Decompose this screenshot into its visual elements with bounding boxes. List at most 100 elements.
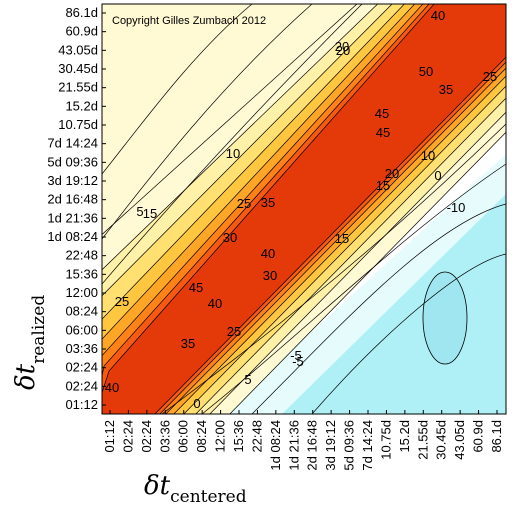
y-tick-label: 15:36 (65, 266, 98, 281)
contour-label: 15 (376, 178, 390, 193)
x-axis-ticks: 01:12 02:24 02:24 03:36 06:00 08:24 12:00 15:36… (102, 410, 504, 471)
x-tick-label: 60.9d (471, 420, 486, 453)
contour-line (102, 4, 253, 175)
x-tick-label: 08:24 (194, 420, 209, 453)
contour-label: 15 (335, 231, 349, 246)
y-tick-label: 5d 09:36 (47, 154, 98, 169)
contour-label: 30 (263, 268, 277, 283)
x-axis-label-main: δt (144, 471, 171, 501)
contour-label: 20 (336, 43, 350, 58)
contour-label: 20 (385, 166, 399, 181)
contour-label: -5 (292, 354, 304, 369)
plot-area (102, 4, 506, 414)
svg-text:δtrealized: δtrealized (11, 295, 49, 390)
y-tick-label: 01:12 (65, 397, 98, 412)
x-tick-label: 3d 19:12 (323, 420, 338, 471)
x-tick-label: 7d 14:24 (360, 420, 375, 471)
y-tick-label: 03:36 (65, 341, 98, 356)
contour-line (102, 4, 363, 285)
x-tick-label: 03:36 (157, 420, 172, 453)
contour-label: 40 (105, 380, 119, 395)
contour-label: 40 (431, 8, 445, 23)
contour-label: 10 (226, 146, 240, 161)
contour-label: 45 (189, 280, 203, 295)
contour-label: 45 (375, 106, 389, 121)
contour-label: 15 (143, 206, 157, 221)
x-tick-label: 22:48 (249, 420, 264, 453)
y-tick-label: 43.05d (58, 42, 98, 57)
plot-frame (101, 3, 507, 415)
contour-label: 30 (223, 230, 237, 245)
contour-label: 45 (376, 125, 390, 140)
contour-label: 20 (335, 39, 349, 54)
contour-label: 5 (136, 204, 143, 219)
x-tick-label: 30.45d (434, 420, 449, 460)
x-axis-label: δtcentered (144, 471, 247, 507)
contour-label: 0 (434, 168, 441, 183)
contour-label: 50 (419, 64, 433, 79)
contour-label: 5 (244, 372, 251, 387)
x-tick-label: 02:24 (120, 420, 135, 453)
y-tick-label: 3d 19:12 (47, 173, 98, 188)
y-tick-label: 2d 16:48 (47, 192, 98, 207)
contour-label: 40 (208, 296, 222, 311)
y-tick-label: 30.45d (58, 61, 98, 76)
x-tick-label: 01:12 (102, 420, 117, 453)
y-axis-ticks: 01:12 02:24 02:24 03:36 06:00 08:24 12:00 15:36… (47, 5, 106, 412)
contour-label: 25 (227, 324, 241, 339)
x-tick-label: 2d 16:48 (305, 420, 320, 471)
x-tick-label: 43.05d (452, 420, 467, 460)
contour-line (102, 4, 313, 240)
contour-line (201, 163, 506, 414)
y-axis-label: δtrealized (11, 295, 49, 390)
y-tick-label: 06:00 (65, 322, 98, 337)
x-tick-label: 5d 09:36 (342, 420, 357, 471)
y-tick-label: 08:24 (65, 304, 98, 319)
y-tick-label: 10.75d (58, 117, 98, 132)
svg-text:δtcentered: δtcentered (144, 471, 247, 507)
contour-label: 25 (237, 196, 251, 211)
copyright-text: Copyright Gilles Zumbach 2012 (112, 15, 266, 27)
x-tick-label: 1d 21:36 (286, 420, 301, 471)
y-tick-label: 1d 08:24 (47, 229, 98, 244)
y-tick-label: 21.55d (58, 80, 98, 95)
y-axis-label-sub: realized (29, 295, 49, 364)
x-tick-label: 12:00 (213, 420, 228, 453)
y-tick-label: 86.1d (65, 5, 98, 20)
y-tick-label: 12:00 (65, 285, 98, 300)
x-axis-label-sub: centered (170, 487, 247, 507)
y-tick-label: 1d 21:36 (47, 210, 98, 225)
contour-label: 10 (421, 148, 435, 163)
contour-label: 25 (115, 294, 129, 309)
contour-label: 40 (261, 246, 275, 261)
contour-label: -5 (290, 348, 302, 363)
x-tick-label: 1d 08:24 (268, 420, 283, 471)
contour-line (311, 253, 506, 414)
x-tick-label: 10.75d (378, 420, 393, 460)
contour-line (251, 203, 506, 414)
contour-band (102, 4, 506, 414)
x-tick-label: 15.2d (397, 420, 412, 453)
y-tick-label: 60.9d (65, 24, 98, 39)
y-tick-label: 02:24 (65, 378, 98, 393)
x-tick-label: 06:00 (176, 420, 191, 453)
x-tick-label: 02:24 (139, 420, 154, 453)
contour-label: 0 (193, 396, 200, 411)
y-axis-label-main: δt (11, 363, 41, 390)
contour-line (161, 123, 506, 414)
contour-label: -10 (447, 200, 466, 215)
y-tick-label: 22:48 (65, 248, 98, 263)
contour-label: 35 (261, 195, 275, 210)
x-tick-label: 86.1d (489, 420, 504, 453)
contour-label: 25 (483, 69, 497, 84)
x-tick-label: 15:36 (231, 420, 246, 453)
contour-label: 35 (181, 336, 195, 351)
y-tick-label: 15.2d (65, 98, 98, 113)
contour-label: 35 (439, 82, 453, 97)
y-tick-label: 02:24 (65, 360, 98, 375)
y-tick-label: 7d 14:24 (47, 136, 98, 151)
field-min-island (422, 271, 468, 365)
x-tick-label: 21.55d (415, 420, 430, 460)
